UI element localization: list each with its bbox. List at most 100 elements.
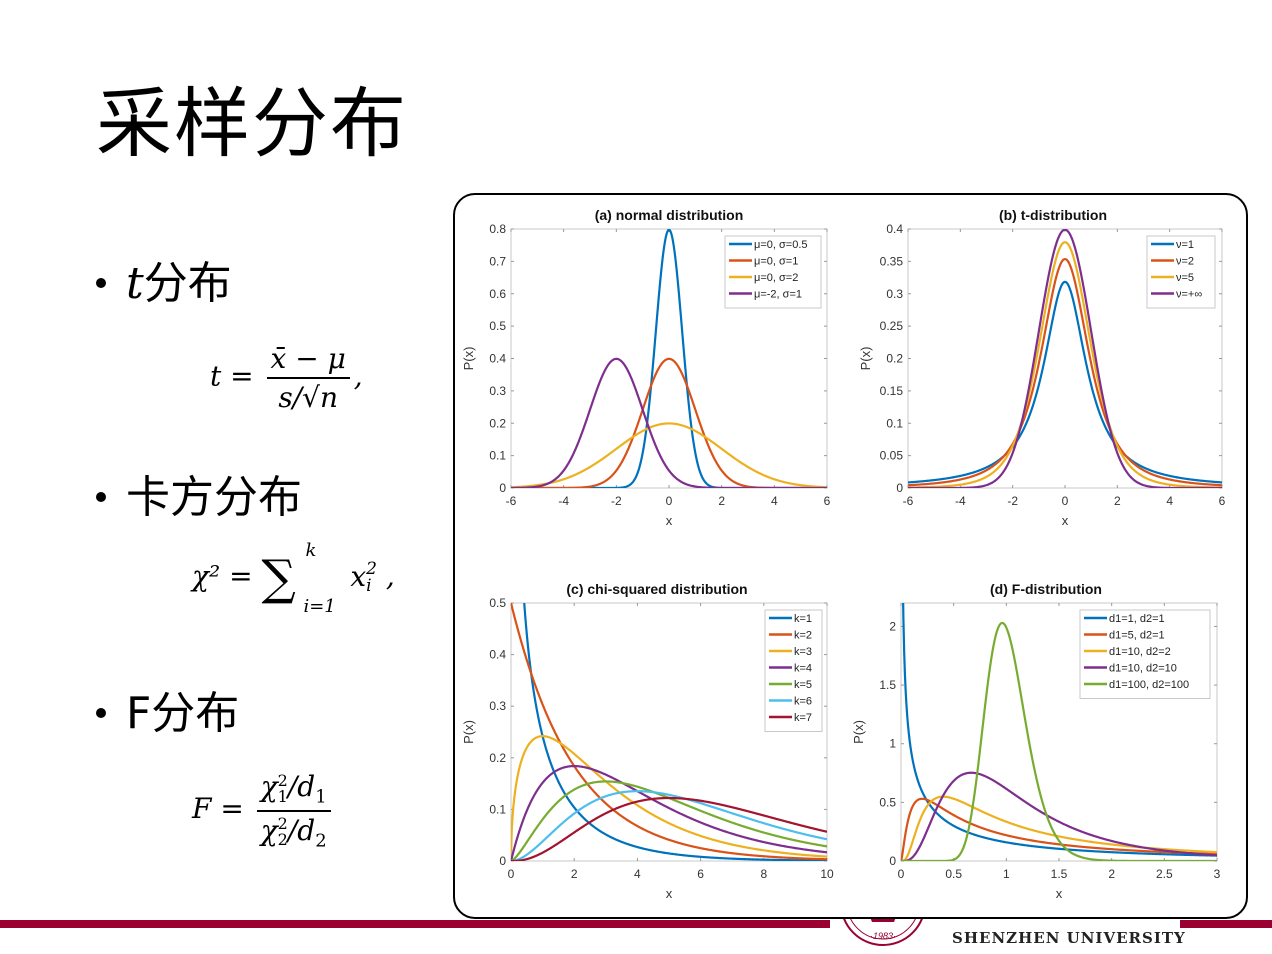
sum-lower: i=1 xyxy=(303,596,336,617)
x-tick-label: 2 xyxy=(718,494,725,508)
series-line xyxy=(511,790,827,861)
x-tick-label: 2 xyxy=(1108,867,1115,881)
formula-lhs: t = xyxy=(210,359,254,393)
y-tick-label: 0.35 xyxy=(880,254,904,268)
formula-lhs: F = xyxy=(192,792,244,826)
series-line xyxy=(902,603,1217,857)
divisor: /d xyxy=(287,770,316,803)
legend-box xyxy=(764,609,823,732)
x-tick-label: 6 xyxy=(824,494,831,508)
formula-f: F = χ 2 1/d1 χ 2 2/d2 xyxy=(192,770,335,851)
legend-entry: μ=0, σ=2 xyxy=(754,272,798,284)
series-line xyxy=(901,797,1217,861)
series-line xyxy=(908,280,1222,484)
y-tick-label: 0.1 xyxy=(489,802,506,816)
y-tick-label: 0.05 xyxy=(880,449,904,463)
series-line xyxy=(511,796,827,861)
legend-entry: ν=5 xyxy=(1176,272,1194,284)
divisor-sub: 1 xyxy=(315,786,327,808)
y-tick-label: 0.4 xyxy=(886,222,903,236)
bullet-f-distribution: F分布 xyxy=(96,692,239,736)
y-tick-label: 0.8 xyxy=(489,222,506,236)
x-tick-label: 3 xyxy=(1214,867,1221,881)
x-tick-label: 2 xyxy=(1114,494,1121,508)
formula-tail: , xyxy=(385,559,395,593)
y-tick-label: 0 xyxy=(499,481,506,495)
sub: 1 xyxy=(277,786,288,806)
formula-tail: , xyxy=(353,359,363,393)
bullet-t-distribution: t分布 xyxy=(96,262,232,306)
x-tick-label: -6 xyxy=(903,494,914,508)
charts-svg: -6 -4 -2 0 2 4 6 0 0.1 0.2 0.3 0.4 0.5 0.6 0.7 0.8 x P(x)… xyxy=(461,207,1226,901)
chart-title: (d) F-distribution xyxy=(990,581,1102,597)
legend-entry: d1=1, d2=1 xyxy=(1109,613,1165,625)
y-tick-label: 0.5 xyxy=(489,319,506,333)
legend-entry: k=4 xyxy=(794,663,812,675)
y-tick-label: 0 xyxy=(889,854,896,868)
x-axis-label: x xyxy=(1062,513,1069,528)
x-tick-label: 0.5 xyxy=(945,867,962,881)
legend-entry: d1=10, d2=2 xyxy=(1109,646,1171,658)
bullet-chi-squared: 卡方分布 xyxy=(96,476,302,520)
y-axis-label: P(x) xyxy=(461,720,476,744)
y-axis-label: P(x) xyxy=(858,347,873,371)
distribution-figure-panel: -6 -4 -2 0 2 4 6 0 0.1 0.2 0.3 0.4 0.5 0.6 0.7 0.8 x P(x)… xyxy=(453,193,1248,919)
y-tick-label: 0.5 xyxy=(879,795,896,809)
y-tick-label: 0.2 xyxy=(489,416,506,430)
series-line xyxy=(523,603,827,861)
y-tick-label: 0.1 xyxy=(489,449,506,463)
y-tick-label: 1.5 xyxy=(879,678,896,692)
legend-entry: ν=1 xyxy=(1176,239,1194,251)
sup: 2 xyxy=(277,814,288,834)
sigma-icon: ∑ xyxy=(261,550,296,606)
series-line xyxy=(511,603,827,861)
y-tick-label: 1 xyxy=(889,737,896,751)
formula-fraction: x̄ − μ s/√n xyxy=(266,342,350,414)
formula-numerator: χ 2 1/d1 xyxy=(256,770,331,812)
chart-2: 0 2 4 6 8 10 0 0.1 0.2 0.3 0.4 0.5 x P(x) (c) chi-squa… xyxy=(461,581,834,901)
divisor-sub: 2 xyxy=(315,830,327,852)
sum-upper: k xyxy=(305,540,317,561)
x-tick-label: 4 xyxy=(1166,494,1173,508)
chi-symbol: χ xyxy=(260,770,278,803)
chart-0: -6 -4 -2 0 2 4 6 0 0.1 0.2 0.3 0.4 0.5 0.6 0.7 0.8 x P(x)… xyxy=(461,207,831,528)
formula-t: t = x̄ − μ s/√n , xyxy=(210,342,363,414)
x-tick-label: 8 xyxy=(760,867,767,881)
x-tick-label: 1.5 xyxy=(1051,867,1068,881)
legend-entry: k=3 xyxy=(794,646,812,658)
y-tick-label: 0.1 xyxy=(886,416,903,430)
chi-symbol: χ xyxy=(260,813,278,847)
series-line xyxy=(901,795,1217,861)
chart-1: -6 -4 -2 0 2 4 6 0 0.05 0.1 0.15 0.2 0.25 0.3 0.35 0.4 x… xyxy=(858,207,1226,528)
legend-entry: d1=5, d2=1 xyxy=(1109,630,1165,642)
x-tick-label: 4 xyxy=(771,494,778,508)
summation: ∑ k i=1 xyxy=(261,540,335,617)
footer-bar-right xyxy=(1180,920,1272,928)
x-tick-label: 0 xyxy=(898,867,905,881)
y-tick-label: 0.4 xyxy=(489,352,506,366)
x-tick-label: 0 xyxy=(1062,494,1069,508)
y-axis-label: P(x) xyxy=(851,720,866,744)
x-tick-label: -2 xyxy=(1007,494,1018,508)
formula-denominator: s/√n xyxy=(278,381,338,414)
x-axis-label: x xyxy=(1056,886,1063,901)
y-tick-label: 2 xyxy=(889,619,896,633)
series-line xyxy=(908,229,1222,488)
bullet-dot-icon xyxy=(96,708,106,718)
x-tick-label: -4 xyxy=(955,494,966,508)
bullet-label: 卡方分布 xyxy=(126,472,302,523)
y-tick-label: 0.4 xyxy=(489,648,506,662)
bullet-label: 分布 xyxy=(143,258,232,309)
legend-box xyxy=(724,235,822,309)
legend-entry: d1=100, d2=100 xyxy=(1109,679,1189,691)
legend-box xyxy=(1146,235,1216,309)
y-tick-label: 0.5 xyxy=(489,596,506,610)
seal-year: ·1983· xyxy=(870,931,896,941)
legend-entry: k=6 xyxy=(794,696,812,708)
legend-entry: k=2 xyxy=(794,630,812,642)
term-sup: 2 xyxy=(366,559,377,579)
series-line xyxy=(511,229,827,488)
footer-bar-left xyxy=(0,920,830,928)
